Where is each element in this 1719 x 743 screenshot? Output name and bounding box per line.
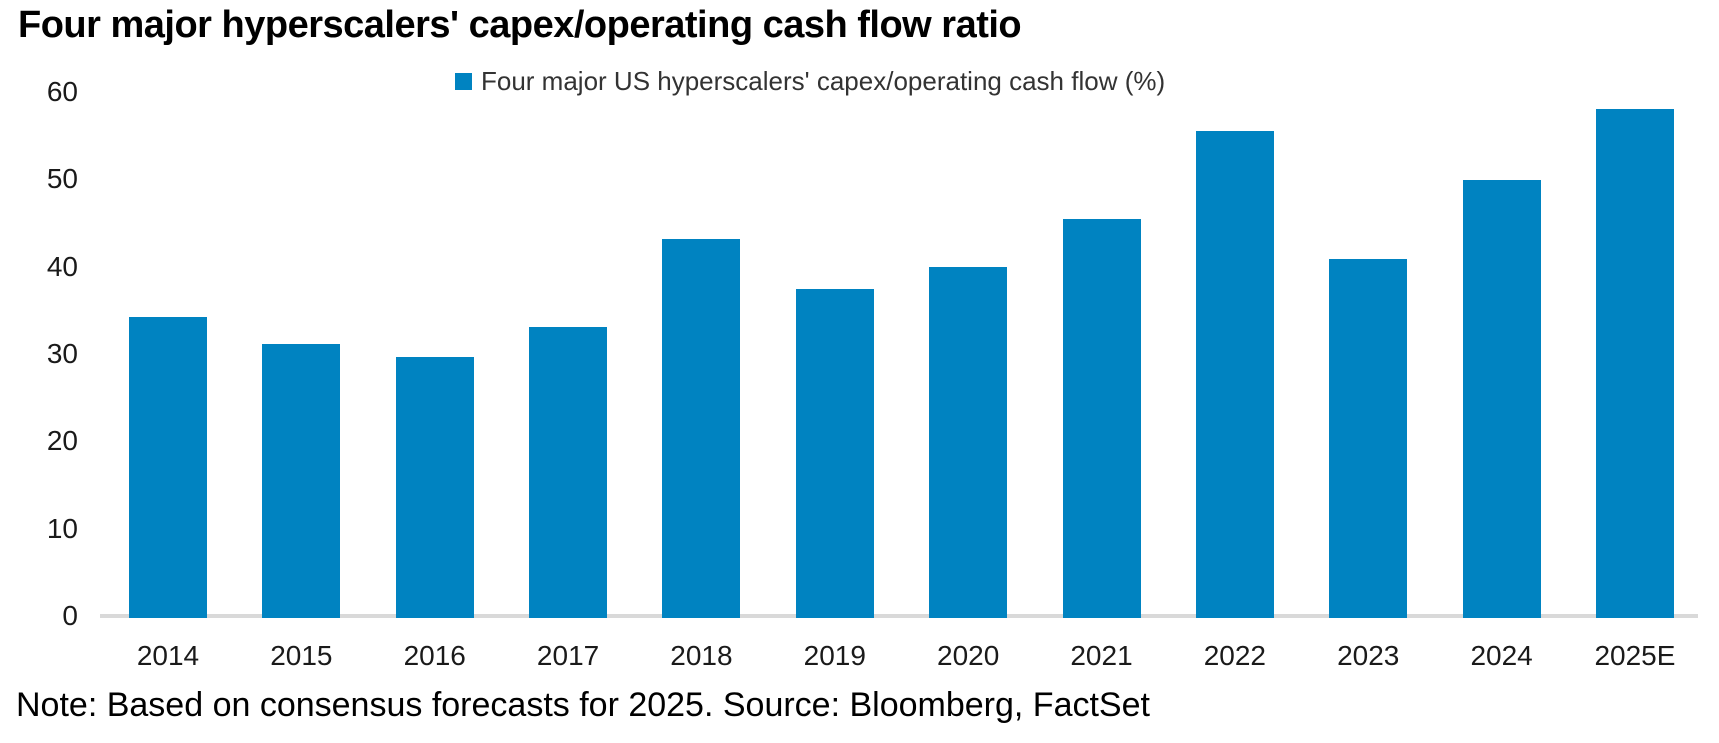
x-tick-label-2024: 2024 bbox=[1470, 640, 1533, 671]
source-note: Note: Based on consensus forecasts for 2… bbox=[16, 686, 1150, 724]
y-tick-label: 0 bbox=[62, 600, 78, 631]
y-tick-label: 60 bbox=[46, 76, 78, 107]
legend-label: Four major US hyperscalers' capex/operat… bbox=[481, 66, 1166, 96]
bar-2016 bbox=[395, 356, 474, 618]
x-tick-label-2025E: 2025E bbox=[1594, 640, 1676, 671]
x-tick-label-2017: 2017 bbox=[536, 640, 600, 671]
x-tick-label-2020: 2020 bbox=[937, 640, 1000, 671]
y-tick-label: 10 bbox=[46, 512, 78, 544]
y-tick-label: 30 bbox=[46, 338, 78, 369]
x-tick-label-2021: 2021 bbox=[1070, 640, 1133, 671]
bar-2018 bbox=[662, 238, 741, 618]
x-tick-label-2015: 2015 bbox=[270, 640, 333, 671]
x-tick-label-2016: 2016 bbox=[403, 640, 466, 671]
bar-2019 bbox=[795, 289, 874, 618]
x-tick-label-2019: 2019 bbox=[803, 640, 866, 671]
legend-swatch-icon bbox=[455, 73, 472, 90]
x-tick-label-2014: 2014 bbox=[136, 640, 200, 671]
bar-2014 bbox=[129, 317, 207, 618]
y-tick-label: 20 bbox=[46, 425, 78, 457]
bar-2024 bbox=[1462, 180, 1541, 618]
bar-2021 bbox=[1062, 218, 1141, 618]
x-axis-line bbox=[100, 614, 1698, 618]
y-tick-label: 40 bbox=[46, 250, 78, 282]
legend: Four major US hyperscalers' capex/operat… bbox=[455, 66, 1165, 97]
x-tick-label-2022: 2022 bbox=[1203, 640, 1267, 671]
x-tick-label-2018: 2018 bbox=[670, 640, 733, 671]
x-tick-label-2023: 2023 bbox=[1337, 640, 1400, 671]
chart-title: Four major hyperscalers' capex/operating… bbox=[18, 4, 1022, 46]
y-tick-label: 50 bbox=[46, 163, 78, 195]
bar-2025E bbox=[1595, 109, 1674, 618]
bar-2020 bbox=[929, 266, 1008, 618]
bar-2017 bbox=[529, 326, 608, 618]
bar-2022 bbox=[1195, 131, 1274, 618]
bar-2015 bbox=[262, 344, 341, 618]
bar-2023 bbox=[1329, 258, 1408, 618]
